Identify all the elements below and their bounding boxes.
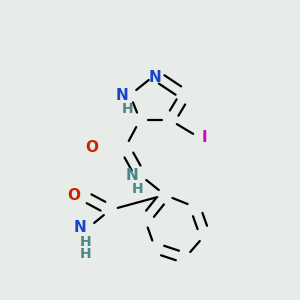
Text: N: N bbox=[73, 220, 86, 236]
Text: N: N bbox=[115, 88, 128, 103]
Text: N: N bbox=[148, 70, 161, 86]
Text: O: O bbox=[67, 188, 80, 202]
Text: H: H bbox=[80, 247, 92, 261]
Text: H: H bbox=[122, 102, 134, 116]
Text: N: N bbox=[125, 167, 138, 182]
Text: O: O bbox=[85, 140, 98, 155]
Text: H: H bbox=[80, 235, 92, 249]
Text: H: H bbox=[132, 182, 144, 196]
Text: I: I bbox=[202, 130, 208, 146]
